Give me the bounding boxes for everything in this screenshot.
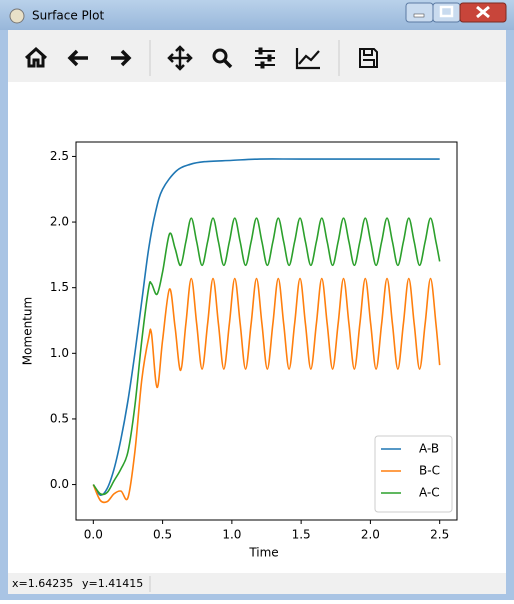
maximize-icon <box>439 5 454 18</box>
y-tick-label: 2.5 <box>50 149 69 163</box>
forward-button[interactable] <box>111 49 132 67</box>
status-y: y=1.41415 <box>82 577 143 590</box>
series-line <box>92 277 441 504</box>
series-line <box>92 217 441 496</box>
x-tick-label: 1.0 <box>222 528 241 542</box>
toolbar-icons <box>24 40 378 76</box>
zoom-handle <box>223 59 233 69</box>
close-icon <box>476 5 490 19</box>
configure-button[interactable] <box>255 50 275 66</box>
pan-button[interactable] <box>167 45 193 71</box>
save-button[interactable] <box>359 48 378 68</box>
minimize-button[interactable] <box>405 2 434 23</box>
back-button[interactable] <box>67 49 88 67</box>
legend-label: B-C <box>419 464 440 478</box>
x-tick-label: 2.0 <box>361 528 380 542</box>
toolbar <box>8 30 506 82</box>
minimize-icon <box>413 13 425 18</box>
x-tick-label: 1.5 <box>292 528 311 542</box>
slider-knob <box>258 47 263 55</box>
legend-label: A-C <box>419 486 440 500</box>
x-tick-label: 0.0 <box>84 528 103 542</box>
app-icon <box>9 8 25 24</box>
edit-axis-button[interactable] <box>295 48 320 70</box>
status-bar <box>8 573 506 594</box>
zoom-button[interactable] <box>212 48 228 64</box>
x-tick-label: 0.5 <box>153 528 172 542</box>
y-axis-label: Momentum <box>21 297 35 365</box>
home-button[interactable] <box>24 46 48 68</box>
slider-knob <box>267 54 272 62</box>
y-tick-label: 1.0 <box>50 346 69 360</box>
x-axis-label: Time <box>248 546 278 560</box>
status-x: x=1.64235 <box>12 577 73 590</box>
legend-label: A-B <box>419 442 439 456</box>
legend-box <box>374 435 453 513</box>
y-tick-label: 1.5 <box>50 280 69 294</box>
slider-knob <box>260 61 265 69</box>
series-line <box>92 158 440 496</box>
x-tick-label: 2.5 <box>430 528 449 542</box>
y-tick-label: 2.0 <box>50 215 69 229</box>
y-tick-label: 0.0 <box>50 477 69 491</box>
y-tick-label: 0.5 <box>50 411 69 425</box>
window-title: Surface Plot <box>32 9 104 23</box>
